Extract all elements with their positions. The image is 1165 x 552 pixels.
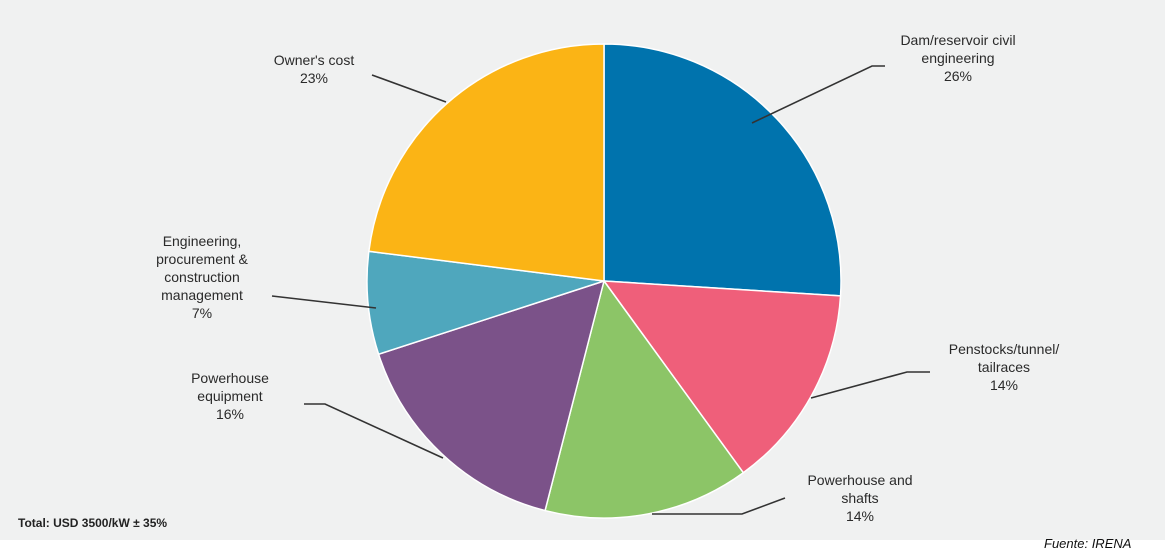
slice-value-4: 16% xyxy=(216,406,244,422)
source-note: Fuente: IRENA xyxy=(1044,536,1132,551)
total-note: Total: USD 3500/kW ± 35% xyxy=(18,516,168,530)
slice-label-line: Dam/reservoir civil xyxy=(900,32,1015,48)
slice-label-line: Powerhouse xyxy=(191,370,269,386)
slice-label-line: shafts xyxy=(841,490,878,506)
leader-line-4 xyxy=(304,403,444,459)
slice-label-line: procurement & xyxy=(156,251,248,267)
leader-line-6 xyxy=(371,74,447,103)
slice-label-1: Dam/reservoir civil engineering 26% xyxy=(900,32,1015,84)
leader-line-1 xyxy=(751,65,885,124)
slice-value-3: 14% xyxy=(846,508,874,524)
leader-line-2 xyxy=(810,371,930,399)
leader-line-5 xyxy=(271,295,377,309)
pie-slice-2 xyxy=(602,280,842,474)
slice-label-line: management xyxy=(161,287,243,303)
slice-label-4: Powerhouse equipment 16% xyxy=(191,370,269,422)
pie-slice-4 xyxy=(377,279,606,512)
slice-label-line: equipment xyxy=(197,388,262,404)
slice-value-6: 23% xyxy=(300,70,328,86)
pie-slice-1 xyxy=(603,43,842,297)
slice-label-line: Engineering, xyxy=(163,233,242,249)
slice-label-5: Engineering, procurement & construction man… xyxy=(156,233,248,321)
slice-label-6: Owner's cost 23% xyxy=(274,52,355,86)
slice-value-2: 14% xyxy=(990,377,1018,393)
leader-line-3 xyxy=(652,497,786,515)
chart-panel: Dam/reservoir civil engineering 26% Penstoc… xyxy=(0,0,1165,540)
slice-label-line: Owner's cost xyxy=(274,52,355,68)
slice-label-line: construction xyxy=(164,269,239,285)
pie-slice-3 xyxy=(544,279,745,519)
pie-slice-6 xyxy=(368,43,605,282)
slice-value-1: 26% xyxy=(944,68,972,84)
slice-label-line: Powerhouse and xyxy=(807,472,912,488)
slice-label-3: Powerhouse and shafts 14% xyxy=(807,472,912,524)
pie-slice-5 xyxy=(366,250,605,356)
slice-value-5: 7% xyxy=(192,305,212,321)
slice-label-line: tailraces xyxy=(978,359,1030,375)
slice-label-line: Penstocks/tunnel/ xyxy=(949,341,1060,357)
pie-chart: Dam/reservoir civil engineering 26% Penstoc… xyxy=(156,32,1060,524)
slice-label-2: Penstocks/tunnel/tailraces 14% xyxy=(949,341,1060,393)
slice-label-line: engineering xyxy=(921,50,994,66)
